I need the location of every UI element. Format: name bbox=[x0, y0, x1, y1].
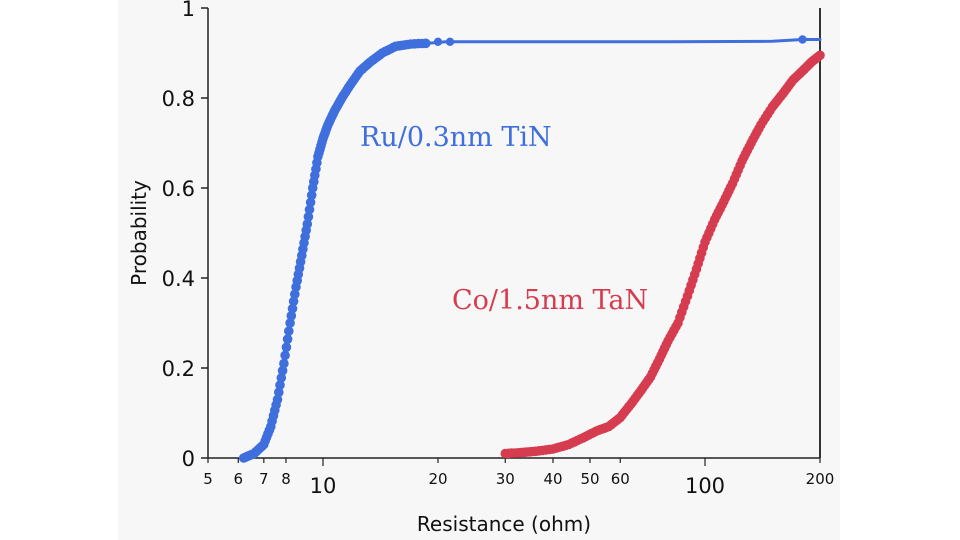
y-tick-label: 0 bbox=[182, 447, 195, 471]
y-axis-label: Probability bbox=[127, 180, 151, 286]
y-tick-label: 0.8 bbox=[162, 87, 195, 111]
series-point bbox=[287, 303, 298, 314]
series-point bbox=[304, 204, 315, 215]
axes bbox=[207, 8, 821, 459]
chart-panel: 0 0.2 0.4 0.6 0.8 1 5 6 7 8 10 20 30 40 50 60 100 200 Pr… bbox=[118, 0, 840, 540]
probability-chart: 0 0.2 0.4 0.6 0.8 1 5 6 7 8 10 20 30 40 50 60 100 200 Pr… bbox=[127, 0, 834, 536]
series-point bbox=[272, 394, 283, 405]
x-tick-label: 6 bbox=[233, 470, 243, 488]
x-tick-label: 60 bbox=[611, 470, 630, 488]
series-point bbox=[277, 365, 288, 376]
series-point bbox=[303, 212, 314, 222]
series-point bbox=[274, 387, 284, 398]
series-point bbox=[288, 296, 299, 307]
series-point bbox=[445, 37, 455, 46]
series-point bbox=[280, 350, 290, 361]
x-tick-label: 100 bbox=[685, 474, 725, 498]
y-tick-label: 1 bbox=[182, 0, 195, 21]
series-point bbox=[279, 358, 289, 369]
x-tick-label: 5 bbox=[203, 470, 213, 488]
series-point bbox=[282, 334, 293, 345]
series-point bbox=[798, 35, 807, 44]
series-point bbox=[306, 190, 317, 200]
series-line bbox=[242, 38, 822, 460]
x-tick-label: 200 bbox=[806, 470, 835, 488]
x-tick-label: 50 bbox=[580, 470, 599, 488]
series-point bbox=[281, 342, 292, 353]
x-tick-label: 10 bbox=[310, 474, 337, 498]
series-point bbox=[275, 380, 285, 390]
x-tick-label: 7 bbox=[259, 470, 269, 488]
series-0 bbox=[238, 35, 822, 463]
x-tick-label: 20 bbox=[428, 470, 447, 488]
series-label-co-tan: Co/1.5nm TaN bbox=[452, 285, 648, 316]
series-point bbox=[285, 318, 295, 328]
series-point bbox=[286, 311, 297, 321]
series-point bbox=[815, 50, 825, 61]
y-tick-label: 0.2 bbox=[162, 357, 195, 381]
series-point bbox=[290, 289, 300, 300]
series-point bbox=[284, 326, 294, 336]
x-axis-label: Resistance (ohm) bbox=[417, 512, 591, 536]
series bbox=[238, 35, 825, 463]
y-tick-label: 0.6 bbox=[162, 177, 195, 201]
series-point bbox=[276, 373, 287, 383]
x-tick-label: 30 bbox=[496, 470, 515, 488]
series-point bbox=[421, 38, 431, 49]
series-line bbox=[504, 54, 822, 455]
x-tick-label: 40 bbox=[543, 470, 562, 488]
series-label-ru-tin: Ru/0.3nm TiN bbox=[360, 122, 552, 153]
series-point bbox=[302, 219, 313, 229]
x-ticks: 5 6 7 8 10 20 30 40 50 60 100 200 bbox=[203, 458, 834, 498]
series-point bbox=[433, 37, 443, 46]
x-tick-label: 8 bbox=[281, 470, 291, 488]
series-point bbox=[305, 197, 316, 208]
series-1 bbox=[500, 50, 825, 459]
y-ticks: 0 0.2 0.4 0.6 0.8 1 bbox=[162, 0, 208, 471]
y-tick-label: 0.4 bbox=[162, 267, 195, 291]
